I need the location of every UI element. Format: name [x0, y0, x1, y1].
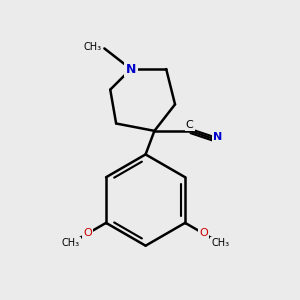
Text: O: O — [199, 229, 208, 238]
Text: O: O — [83, 229, 92, 238]
Text: CH₃: CH₃ — [211, 238, 230, 248]
Text: N: N — [126, 62, 136, 76]
Text: N: N — [213, 132, 222, 142]
Text: C: C — [186, 120, 194, 130]
Text: CH₃: CH₃ — [83, 42, 101, 52]
Text: CH₃: CH₃ — [62, 238, 80, 248]
